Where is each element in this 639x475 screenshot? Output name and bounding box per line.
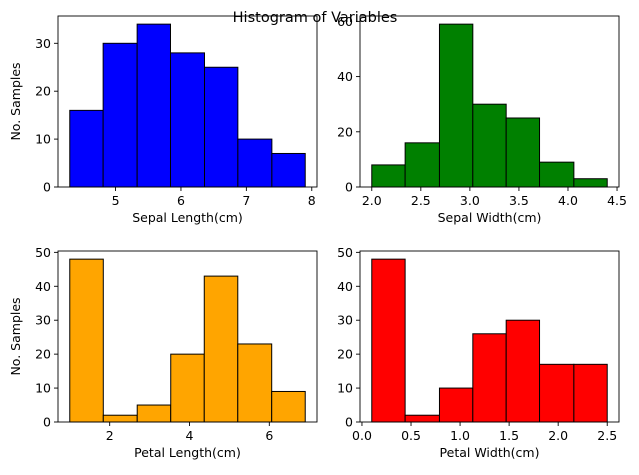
y-tick-label: 20 xyxy=(337,124,353,139)
x-tick-label: 2.5 xyxy=(411,193,431,208)
bar-3 xyxy=(438,23,474,188)
y-tick-label: 20 xyxy=(337,347,353,362)
x-tick-label: 6 xyxy=(177,193,185,208)
bar-2 xyxy=(102,42,138,188)
y-tick-label: 40 xyxy=(35,279,51,294)
x-axis-label: Petal Width(cm) xyxy=(440,445,540,460)
x-tick-label: 8 xyxy=(308,193,316,208)
figure-title: Histogram of Variables xyxy=(233,10,398,26)
x-tick-label: 0.0 xyxy=(352,428,372,443)
x-axis-label: Petal Length(cm) xyxy=(134,445,241,460)
y-tick-label: 50 xyxy=(337,245,353,260)
bar-3 xyxy=(136,404,172,423)
bar-4 xyxy=(472,103,507,188)
axes-frame xyxy=(359,15,620,188)
y-tick-label: 0 xyxy=(43,415,51,430)
bar-1 xyxy=(69,109,104,188)
y-tick-label: 30 xyxy=(337,313,353,328)
bar-5 xyxy=(204,66,239,188)
y-tick-label: 10 xyxy=(337,381,353,396)
bar-4 xyxy=(169,52,206,188)
x-tick-label: 2.5 xyxy=(597,428,617,443)
bar-7 xyxy=(271,152,306,188)
x-tick-label: 2.0 xyxy=(548,428,568,443)
axes-frame xyxy=(57,15,318,188)
bar-2 xyxy=(404,142,440,188)
y-axis-label: No. Samples xyxy=(8,297,23,375)
bar-5 xyxy=(505,319,541,423)
y-tick-label: 50 xyxy=(35,245,51,260)
y-tick-label: 30 xyxy=(35,36,51,51)
bar-7 xyxy=(573,363,608,423)
bar-5 xyxy=(505,117,541,188)
x-tick-label: 5 xyxy=(112,193,120,208)
bar-1 xyxy=(69,258,104,423)
bar-6 xyxy=(539,161,575,188)
bar-5 xyxy=(203,275,239,423)
bar-4 xyxy=(170,353,205,423)
x-tick-label: 1.0 xyxy=(450,428,470,443)
y-tick-label: 10 xyxy=(35,132,51,147)
y-tick-label: 20 xyxy=(35,347,51,362)
bar-7 xyxy=(271,390,306,423)
histogram-panel-1: 5 6 7 8 0 10 20 30 Sepal Length(cm) No. Samples xyxy=(8,15,318,225)
y-tick-label: 0 xyxy=(345,180,353,195)
x-tick-label: 4.0 xyxy=(558,193,578,208)
x-tick-label: 2 xyxy=(106,428,114,443)
y-tick-label: 40 xyxy=(337,279,353,294)
bar-6 xyxy=(237,138,273,188)
x-tick-label: 3.0 xyxy=(460,193,480,208)
y-axis-label: No. Samples xyxy=(8,62,23,140)
x-axis-label: Sepal Width(cm) xyxy=(438,210,542,225)
x-tick-label: 4 xyxy=(186,428,194,443)
bar-2 xyxy=(102,414,138,423)
bar-3 xyxy=(438,387,474,423)
bar-4 xyxy=(472,333,507,423)
bar-2 xyxy=(404,414,440,423)
bar-1 xyxy=(371,258,406,423)
axes-frame xyxy=(359,250,620,423)
histogram-panel-4: 0.0 0.5 1.0 1.5 2.0 2.5 0 10 20 30 40 50 Petal Width… xyxy=(337,245,620,460)
y-tick-label: 30 xyxy=(35,313,51,328)
y-tick-label: 40 xyxy=(337,69,353,84)
x-tick-label: 3.5 xyxy=(509,193,529,208)
y-tick-label: 0 xyxy=(43,180,51,195)
histogram-panel-2: 2.0 2.5 3.0 3.5 4.0 4.5 0 20 40 60 Sepal Width(cm) xyxy=(337,14,627,225)
x-tick-label: 2.0 xyxy=(362,193,382,208)
x-tick-label: 7 xyxy=(242,193,250,208)
bar-7 xyxy=(573,178,608,188)
bar-1 xyxy=(371,164,406,188)
x-axis-label: Sepal Length(cm) xyxy=(132,210,243,225)
bar-6 xyxy=(539,363,575,423)
x-tick-label: 6 xyxy=(265,428,273,443)
y-tick-label: 20 xyxy=(35,84,51,99)
y-tick-label: 60 xyxy=(337,14,353,29)
axes-frame xyxy=(57,250,318,423)
bar-6 xyxy=(237,343,273,423)
x-tick-label: 0.5 xyxy=(401,428,421,443)
bar-3 xyxy=(136,23,171,188)
x-tick-label: 1.5 xyxy=(499,428,519,443)
y-tick-label: 10 xyxy=(35,381,51,396)
x-tick-label: 4.5 xyxy=(607,193,627,208)
histogram-panel-3: 2 4 6 0 10 20 30 40 50 Petal Length(cm) No. Sample… xyxy=(8,245,318,460)
y-tick-label: 0 xyxy=(345,415,353,430)
